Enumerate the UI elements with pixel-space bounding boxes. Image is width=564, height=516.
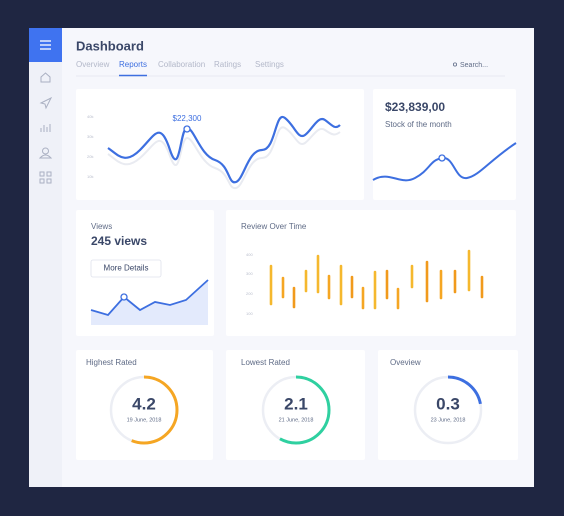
page-title: Dashboard [76,38,144,53]
sidebar [29,28,62,487]
tab[interactable]: Settings [255,60,284,69]
highlight-dot [120,293,128,301]
axis-label: 100 [246,311,253,316]
axis-label: 30k [87,134,93,139]
grid-icon[interactable] [39,171,52,184]
home-icon[interactable] [40,72,51,83]
highlight-dot [183,125,191,133]
ratings: Highest Rated 4.2 19 June, 2018 Lowest Rate… [86,358,483,445]
card [226,350,365,460]
shadow-line [107,126,341,190]
search-field[interactable]: Search... [460,62,488,69]
card [378,350,518,460]
stats-icon[interactable] [40,124,51,132]
axis-label: 10k [87,174,93,179]
axis-label: 40k [87,114,93,119]
gauge-value: 0.3 [436,394,460,413]
stock-caption: Stock of the month [385,120,452,129]
views-area [91,280,208,325]
tab[interactable]: Collaboration [158,60,205,69]
card-title: Highest Rated [86,358,137,367]
gauge-arc [109,375,179,445]
menu-icon [40,40,51,50]
axis-label: 400 [246,252,253,257]
gauge-value: 2.1 [284,394,308,413]
card-title: Oveview [390,358,421,367]
axis-label: 200 [246,291,253,296]
details-button[interactable] [90,259,162,278]
card [76,350,213,460]
card-title: Lowest Rated [241,358,290,367]
review-bars [269,249,484,310]
gauge-arc [413,375,483,445]
gauge-date: 19 June, 2018 [127,417,162,423]
gauge-date: 23 June, 2018 [431,417,466,423]
card [226,210,516,336]
gauge-date: 21 June, 2018 [279,417,314,423]
axis-label: 20k [87,154,93,159]
stock-value: $23,839,00 [385,100,445,114]
tab[interactable]: Ratings [214,60,241,69]
button-label: More Details [104,264,149,273]
search-icon [452,62,457,67]
gauge-arc [261,375,331,445]
tab-active[interactable]: Reports [119,60,147,69]
user-icon[interactable] [38,147,53,159]
card [76,89,364,200]
send-icon[interactable] [39,96,53,110]
tab[interactable]: Overview [76,60,110,69]
views-label: Views [91,222,112,231]
trend-line [107,115,341,184]
highlight-dot [438,154,446,162]
views-line [90,279,209,317]
gauge-value: 4.2 [132,394,156,413]
review-title: Review Over Time [241,222,307,231]
annotation: $22,300 [173,114,202,123]
views-value: 245 views [91,234,147,248]
axis-label: 300 [246,271,253,276]
